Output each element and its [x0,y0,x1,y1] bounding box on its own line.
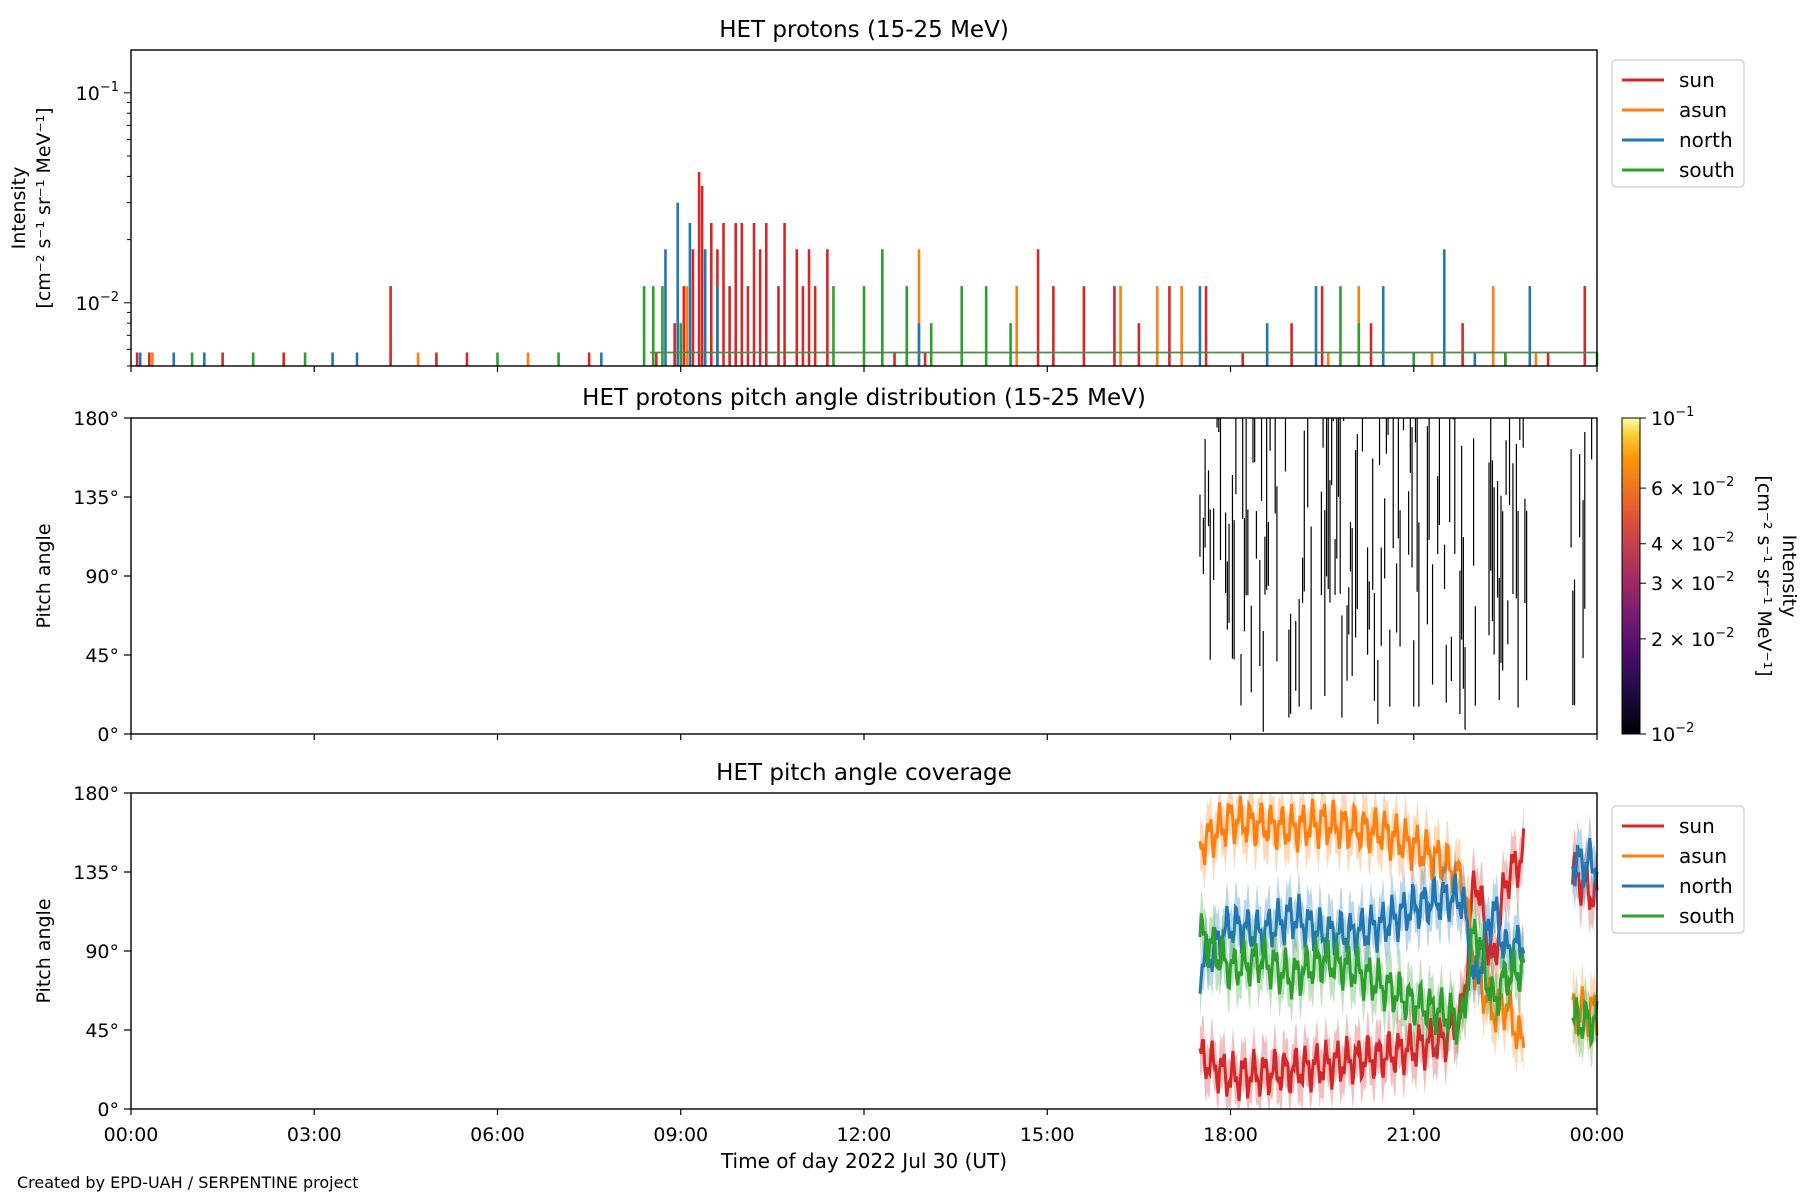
series-sun [135,171,1587,366]
legend-label-asun: asun [1679,98,1727,122]
x-tick-label: 06:00 [470,1124,525,1146]
panel-pitch-angle-distribution: HET protons pitch angle distribution (15… [33,385,1800,746]
line-south [1571,997,1599,1050]
y-tick-label: 45° [85,1020,119,1042]
y-tick-label: 10−2 [76,290,119,315]
line-south [1198,913,1526,1045]
line-north [1571,837,1599,888]
y-tick-label: 10−1 [76,80,119,105]
legend-label-north: north [1679,128,1733,152]
colorbar-ticks: 10−1 6 × 10−2 4 × 10−2 3 × 10−2 2 × 10−2 10−2 [1640,405,1734,746]
legend-label-south: south [1679,158,1735,182]
x-axis-ticks: 00:00 03:00 06:00 09:00 12:00 15:00 18:00 21:00… [104,366,1625,1146]
x-tick-label: 09:00 [653,1124,708,1146]
x-tick-label: 12:00 [837,1124,892,1146]
series-asun [151,249,1538,366]
y-tick-label: 0° [97,1099,119,1121]
panel1-y-ticks: 10−2 10−1 [76,80,131,367]
credit-text: Created by EPD-UAH / SERPENTINE project [17,1173,359,1192]
band-asun [1200,793,1524,1074]
series-south [190,249,1599,366]
legend-label-south: south [1679,904,1735,928]
panel2-plot-area [1199,418,1593,732]
y-tick-label: 90° [85,941,119,963]
panel1-legend: sun asun north south [1611,59,1745,188]
legend-label-north: north [1679,874,1733,898]
y-tick-label: 180° [73,783,119,805]
x-tick-label: 15:00 [1020,1124,1075,1146]
legend-label-sun: sun [1679,68,1715,92]
panel2-ylabel: Pitch angle [33,523,55,628]
panel2-y-ticks: 0° 45° 90° 135° 180° [73,408,131,746]
y-tick-label: 135° [73,487,119,509]
coverage-south [1198,888,1599,1070]
panel1-plot-area [135,171,1599,366]
y-tick-label: 45° [85,645,119,667]
legend-label-sun: sun [1679,814,1715,838]
colorbar-label-line2: [cm⁻² s⁻¹ sr⁻¹ MeV⁻¹] [1753,475,1775,676]
x-tick-label: 03:00 [287,1124,342,1146]
legend-box [1611,805,1745,934]
y-tick-label: 0° [97,724,119,746]
legend-label-asun: asun [1679,844,1727,868]
colorbar [1621,417,1641,735]
x-tick-label: 00:00 [104,1124,159,1146]
colorbar-tick-label: 3 × 10−2 [1651,570,1734,595]
x-axis-label: Time of day 2022 Jul 30 (UT) [720,1149,1007,1173]
panel3-y-ticks: 0° 45° 90° 135° 180° [73,783,131,1121]
panel3-plot-area [1198,793,1599,1109]
x-tick-label: 00:00 [1570,1124,1625,1146]
y-tick-label: 135° [73,862,119,884]
y-tick-label: 180° [73,408,119,430]
line-asun [1198,795,1526,1050]
x-tick-label: 18:00 [1203,1124,1258,1146]
panel1-ylabel-line1: Intensity [8,167,30,250]
legend-box [1611,59,1745,188]
panel3-ylabel: Pitch angle [33,898,55,1003]
panel-pitch-angle-coverage: HET pitch angle coverage 0° 45° 90° 135° 180… [33,760,1745,1121]
panel-intensity: HET protons (15-25 MeV) 10−2 10−1 Intensi… [8,17,1745,367]
colorbar-tick-label: 6 × 10−2 [1651,475,1734,500]
panel2-title: HET protons pitch angle distribution (15… [582,385,1146,411]
y-tick-label: 90° [85,566,119,588]
colorbar-tick-label: 2 × 10−2 [1651,626,1734,651]
colorbar-label-line1: Intensity [1778,535,1800,618]
panel3-legend: sun asun north south [1611,805,1745,934]
panel1-title: HET protons (15-25 MeV) [719,17,1009,43]
colorbar-tick-label: 4 × 10−2 [1651,531,1734,556]
colorbar-tick-label: 10−2 [1651,721,1694,746]
colorbar-tick-label: 10−1 [1651,405,1694,430]
panel1-ylabel-line2: [cm⁻² s⁻¹ sr⁻¹ MeV⁻¹] [33,107,55,308]
panel3-title: HET pitch angle coverage [716,760,1012,786]
x-tick-label: 21:00 [1386,1124,1441,1146]
panel2-frame [130,417,1598,735]
